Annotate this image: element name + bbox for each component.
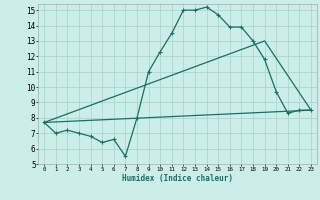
X-axis label: Humidex (Indice chaleur): Humidex (Indice chaleur) [122, 174, 233, 183]
